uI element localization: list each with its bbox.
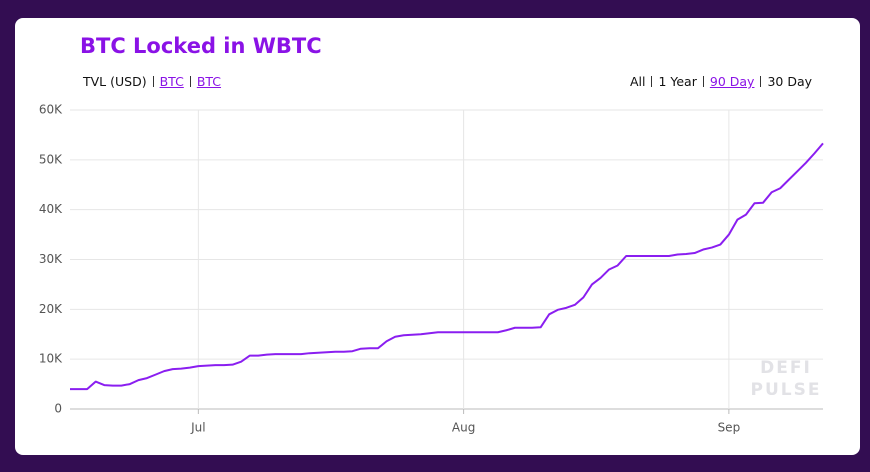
range-selector: All 1 Year 90 Day 30 Day <box>630 74 812 89</box>
separator <box>152 76 154 87</box>
y-tick-label: 40K <box>39 202 63 216</box>
separator <box>189 76 191 87</box>
range-option[interactable]: All <box>629 74 646 89</box>
metric-selector: TVL (USD) BTC BTC <box>83 74 221 89</box>
metric-option[interactable]: TVL (USD) <box>83 74 147 89</box>
y-tick-label: 50K <box>39 152 63 166</box>
metric-option[interactable]: BTC <box>196 74 222 89</box>
y-tick-label: 60K <box>39 103 63 117</box>
separator <box>651 76 653 87</box>
y-tick-label: 20K <box>39 302 63 316</box>
watermark: DEFI <box>760 358 812 378</box>
chart-title: BTC Locked in WBTC <box>80 34 322 58</box>
x-tick-label: Jul <box>190 421 205 435</box>
y-tick-label: 30K <box>39 252 63 266</box>
watermark: PULSE <box>751 380 822 400</box>
range-option[interactable]: 1 Year <box>658 74 697 89</box>
range-option[interactable]: 90 Day <box>709 74 755 89</box>
range-option[interactable]: 30 Day <box>767 74 812 89</box>
separator <box>760 76 762 87</box>
y-tick-label: 0 <box>54 402 62 416</box>
card <box>15 18 860 455</box>
x-tick-label: Sep <box>718 421 741 435</box>
line <box>70 142 824 391</box>
x-tick-label: Aug <box>452 421 475 435</box>
metric-option[interactable]: BTC <box>159 74 184 89</box>
separator <box>702 76 704 87</box>
y-tick-label: 10K <box>39 352 63 366</box>
